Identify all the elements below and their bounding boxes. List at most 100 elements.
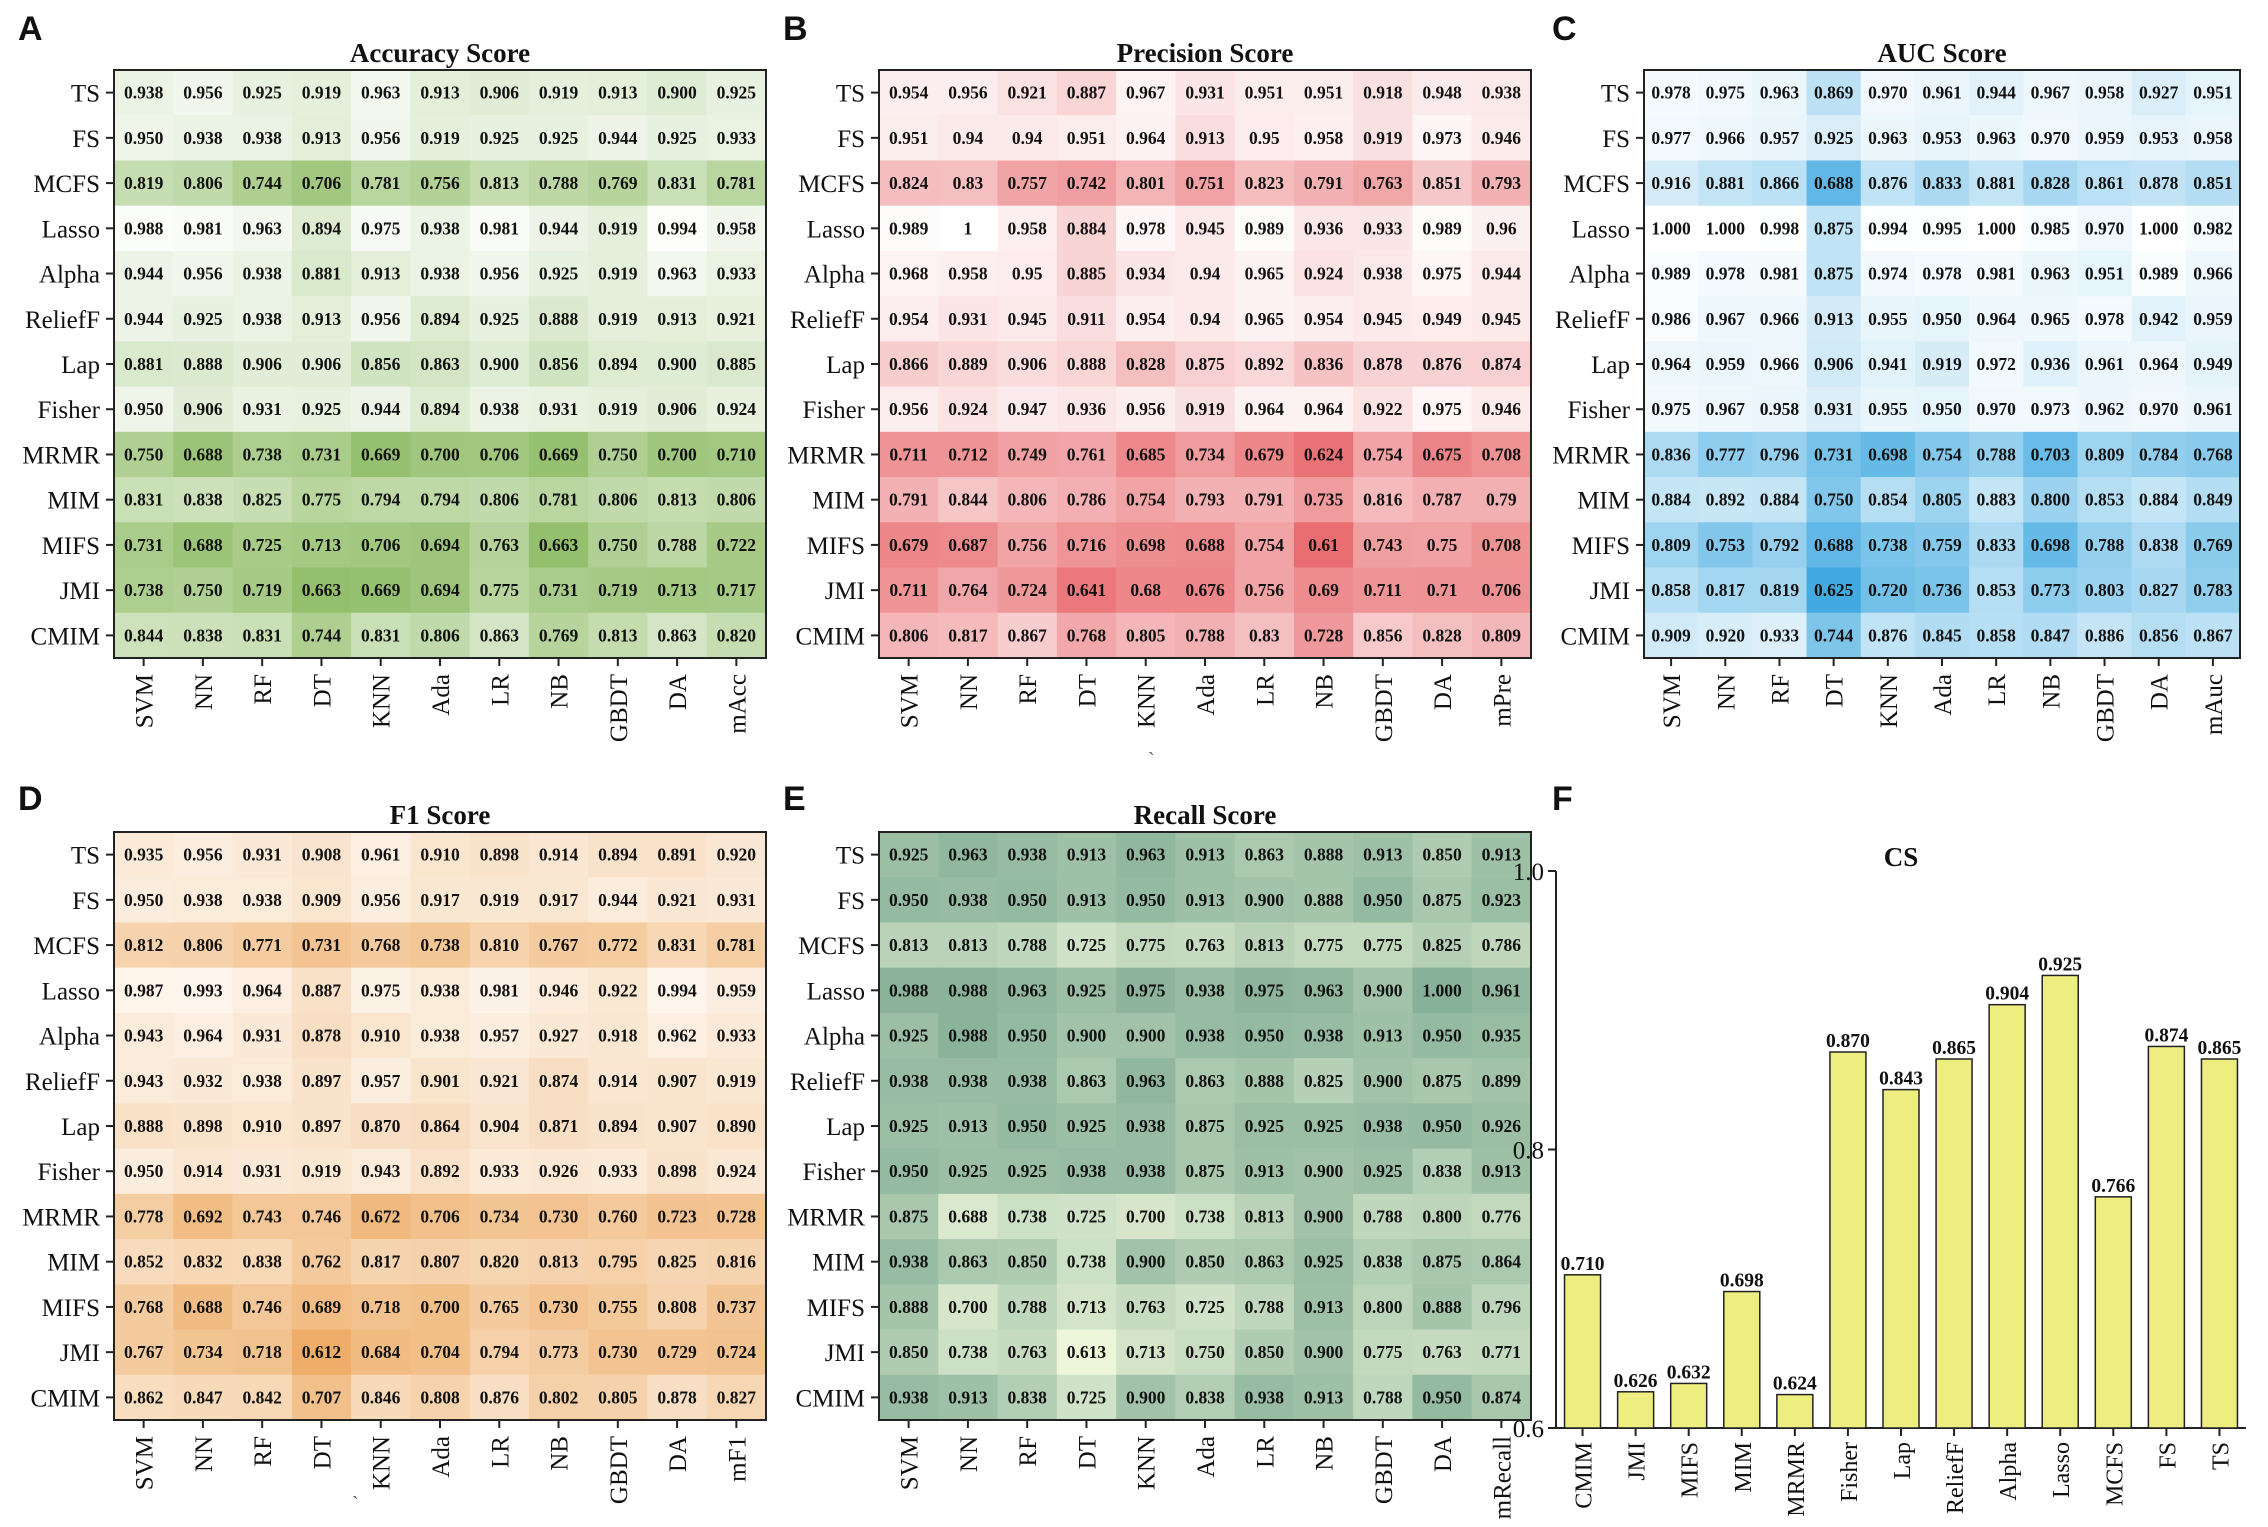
- heatmap-cell: [1056, 832, 1117, 878]
- heatmap-cell: [114, 341, 174, 388]
- heatmap-cell: [114, 612, 174, 659]
- heatmap-cell: [232, 250, 293, 297]
- cell-value-label: 0.888: [1304, 890, 1344, 910]
- y-tick-label: 1.0: [1513, 859, 1544, 886]
- heatmap-cell: [1412, 1193, 1473, 1240]
- heatmap-cell: [588, 160, 649, 207]
- cell-value-label: 0.663: [302, 580, 342, 600]
- cell-value-label: 0.961: [2085, 354, 2124, 374]
- cell-value-label: 0.729: [657, 1342, 697, 1362]
- bar: [1882, 1088, 1920, 1429]
- heatmap-cell: [706, 967, 767, 1014]
- cell-value-label: 0.957: [480, 1026, 520, 1046]
- cell-value-label: 0.838: [183, 625, 223, 645]
- cell-value-label: 0.796: [1482, 1297, 1522, 1317]
- heatmap-cell: [173, 386, 234, 433]
- cell-value-label: 0.875: [1814, 264, 1854, 284]
- heatmap-cell: [2131, 567, 2187, 614]
- cell-value-label: 0.950: [889, 1161, 929, 1181]
- heatmap-cell: [1234, 1374, 1295, 1421]
- heatmap-cell: [1234, 1148, 1295, 1195]
- cell-value-label: 0.816: [1363, 490, 1403, 510]
- y-tick-label: Fisher: [803, 1159, 866, 1186]
- cell-value-label: 0.891: [657, 845, 696, 865]
- heatmap-cell: [706, 567, 767, 614]
- cell-value-label: 0.750: [1814, 490, 1854, 510]
- heatmap-cell: [1412, 567, 1473, 614]
- cell-value-label: 0.924: [717, 1161, 757, 1181]
- heatmap-cell: [351, 1193, 411, 1240]
- cell-value-label: 0.963: [1760, 83, 1800, 103]
- panel-letter: E: [783, 780, 806, 818]
- x-tick-label: DT: [1074, 674, 1101, 707]
- heatmap-cell: [1412, 1374, 1473, 1421]
- heatmap-cell: [1644, 431, 1699, 478]
- heatmap-cell: [173, 1193, 234, 1240]
- cell-value-label: 0.698: [1868, 444, 1908, 464]
- cell-value-label: 0.913: [361, 264, 401, 284]
- y-tick-label: TS: [71, 81, 100, 108]
- cell-value-label: 0.938: [183, 890, 223, 910]
- bar-value-label: 0.624: [1773, 1374, 1817, 1395]
- cell-value-label: 0.938: [1185, 980, 1225, 1000]
- heatmap-cell: [1353, 115, 1414, 162]
- heatmap-cell: [114, 1239, 174, 1285]
- y-tick-label: Alpha: [39, 1024, 100, 1051]
- cell-value-label: 0.663: [539, 535, 579, 555]
- heatmap-cell: [410, 250, 471, 297]
- y-tick-label: MCFS: [798, 933, 865, 960]
- heatmap-cell: [351, 967, 411, 1014]
- cell-value-label: 0.713: [1067, 1297, 1107, 1317]
- heatmap-cell: [938, 922, 999, 969]
- heatmap-cell: [1914, 70, 1970, 116]
- cell-value-label: 0.712: [948, 444, 987, 464]
- cell-value-label: 0.763: [1007, 1342, 1047, 1362]
- heatmap-cell: [1353, 612, 1414, 659]
- heatmap-cell: [2131, 205, 2187, 252]
- cell-value-label: 0.809: [1651, 535, 1691, 555]
- cell-value-label: 0.878: [1363, 354, 1403, 374]
- cell-value-label: 0.827: [2139, 580, 2179, 600]
- cell-value-label: 0.950: [1007, 1116, 1047, 1136]
- cell-value-label: 0.887: [302, 980, 342, 1000]
- cell-value-label: 0.913: [1245, 1161, 1285, 1181]
- bar-value-label: 0.626: [1614, 1371, 1658, 1392]
- cell-value-label: 0.71: [1427, 580, 1458, 600]
- heatmap-cell: [938, 877, 999, 924]
- heatmap-cell: [232, 1012, 293, 1059]
- heatmap-cell: [1914, 341, 1970, 388]
- heatmap-cell: [1056, 1239, 1117, 1285]
- cell-value-label: 0.698: [2031, 535, 2071, 555]
- heatmap-cell: [469, 1193, 530, 1240]
- cell-value-label: 0.796: [1760, 444, 1800, 464]
- cell-value-label: 0.706: [302, 173, 342, 193]
- heatmap-cell: [114, 1058, 174, 1104]
- cell-value-label: 0.700: [948, 1297, 988, 1317]
- heatmap-cell: [1412, 250, 1473, 297]
- heatmap-cell: [1293, 115, 1354, 162]
- heatmap-cell: [2077, 477, 2133, 523]
- x-tick-label: KNN: [1134, 674, 1161, 728]
- cell-value-label: 0.734: [480, 1206, 520, 1226]
- cell-value-label: 0.933: [717, 264, 757, 284]
- cell-value-label: 0.754: [1922, 444, 1962, 464]
- heatmap-cell: [1969, 205, 2024, 252]
- heatmap-cell: [114, 1193, 174, 1240]
- heatmap-cell: [114, 70, 174, 116]
- bar-value-label: 0.698: [1720, 1271, 1764, 1292]
- heatmap-cell: [410, 160, 471, 207]
- heatmap-cell: [173, 477, 234, 523]
- cell-value-label: 0.824: [889, 173, 929, 193]
- cell-value-label: 0.743: [1363, 535, 1403, 555]
- heatmap-cell: [1056, 877, 1117, 924]
- heatmap-cell: [706, 296, 767, 342]
- heatmap-cell: [1175, 1103, 1236, 1150]
- cell-value-label: 1.000: [1422, 980, 1462, 1000]
- heatmap-cell: [232, 160, 293, 207]
- heatmap-cell: [173, 296, 234, 342]
- heatmap-cell: [1644, 477, 1699, 523]
- cell-value-label: 0.800: [1422, 1206, 1462, 1226]
- heatmap-cell: [1860, 70, 1916, 116]
- cell-value-label: 0.962: [2085, 399, 2124, 419]
- heatmap-cell: [1412, 70, 1473, 116]
